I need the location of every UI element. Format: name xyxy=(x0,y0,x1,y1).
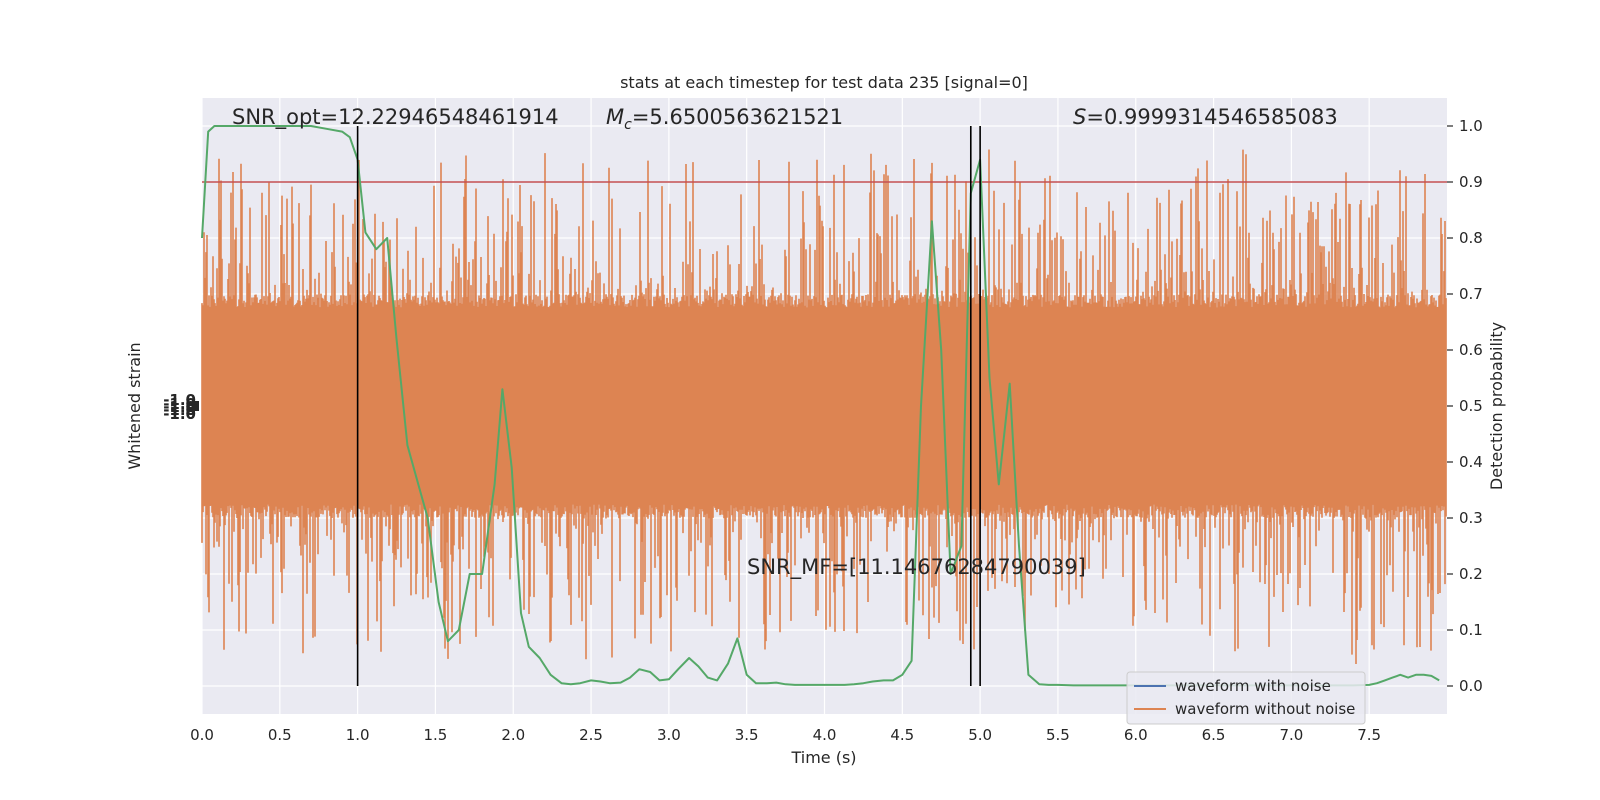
x-axis-label: Time (s) xyxy=(790,748,856,767)
x-tick-label: 2.5 xyxy=(579,726,603,744)
left-tick-label: -1.0 xyxy=(163,391,196,409)
mc-annotation: Mc=5.6500563621521 xyxy=(606,105,843,133)
legend-box xyxy=(1126,671,1366,725)
noise-waveform xyxy=(201,149,1447,664)
left-axis-ticks: -1.0-1.0-1.0-1.0-1.0 xyxy=(163,391,199,423)
x-tick-label: 1.5 xyxy=(424,726,448,744)
y-tick-label: 1.0 xyxy=(1459,117,1483,135)
x-tick-label: 6.0 xyxy=(1124,726,1148,744)
y-tick-label: 0.8 xyxy=(1459,229,1483,247)
left-tick-label: -1.0 xyxy=(163,405,196,423)
left-tick-label: -1.0 xyxy=(163,398,196,416)
y-tick-label: 0.7 xyxy=(1459,285,1483,303)
noise-waveform-path xyxy=(201,149,1447,664)
y-axis-label-right: Detection probability xyxy=(1487,322,1506,490)
y-tick-label: 0.1 xyxy=(1459,621,1483,639)
x-tick-label: 0.0 xyxy=(190,726,214,744)
y-tick-label: 0.3 xyxy=(1459,509,1483,527)
y-axis-ticks-right: 0.0 0.1 0.2 0.3 0.4 0.5 0.6 0.7 0.8 0.9 1.0 xyxy=(1447,117,1483,695)
x-tick-label: 4.0 xyxy=(813,726,837,744)
x-tick-label: 5.5 xyxy=(1046,726,1070,744)
legend: waveform with noise waveform without noi… xyxy=(1126,671,1366,725)
y-tick-label: 0.2 xyxy=(1459,565,1483,583)
y-tick-label: 0.9 xyxy=(1459,173,1483,191)
x-tick-label: 7.0 xyxy=(1279,726,1303,744)
vertical-markers xyxy=(356,126,981,686)
y-tick-label: 0.6 xyxy=(1459,341,1483,359)
s-annotation: S=0.9999314546585083 xyxy=(1073,105,1338,129)
x-tick-label: 5.0 xyxy=(968,726,992,744)
legend-label-with-noise: waveform with noise xyxy=(1175,677,1331,695)
legend-label-without-noise: waveform without noise xyxy=(1175,700,1355,718)
x-tick-label: 4.5 xyxy=(890,726,914,744)
x-tick-label: 3.5 xyxy=(735,726,759,744)
y-axis-label-left: Whitened strain xyxy=(125,342,144,469)
x-tick-label: 1.0 xyxy=(346,726,370,744)
x-tick-label: 6.5 xyxy=(1202,726,1226,744)
snr-mf-annotation: SNR_MF=[11.14676284790039] xyxy=(747,555,1086,580)
x-axis-ticks: 0.0 0.5 1.0 1.5 2.0 2.5 3.0 3.5 4.0 4.5 5.0 5.5 6.0 6… xyxy=(190,726,1381,744)
y-tick-label: 0.5 xyxy=(1459,397,1483,415)
snr-opt-annotation: SNR_opt=12.22946548461914 xyxy=(232,105,559,130)
left-tick-mark xyxy=(192,401,199,411)
x-tick-label: 3.0 xyxy=(657,726,681,744)
x-tick-label: 0.5 xyxy=(268,726,292,744)
y-tick-label: 0.4 xyxy=(1459,453,1483,471)
left-tick-label: -1.0 xyxy=(163,401,196,419)
chart-title: stats at each timestep for test data 235… xyxy=(620,73,1028,92)
x-tick-label: 7.5 xyxy=(1357,726,1381,744)
x-tick-label: 2.0 xyxy=(501,726,525,744)
y-tick-label: 0.0 xyxy=(1459,677,1483,695)
left-tick-label: -1.0 xyxy=(163,395,196,413)
